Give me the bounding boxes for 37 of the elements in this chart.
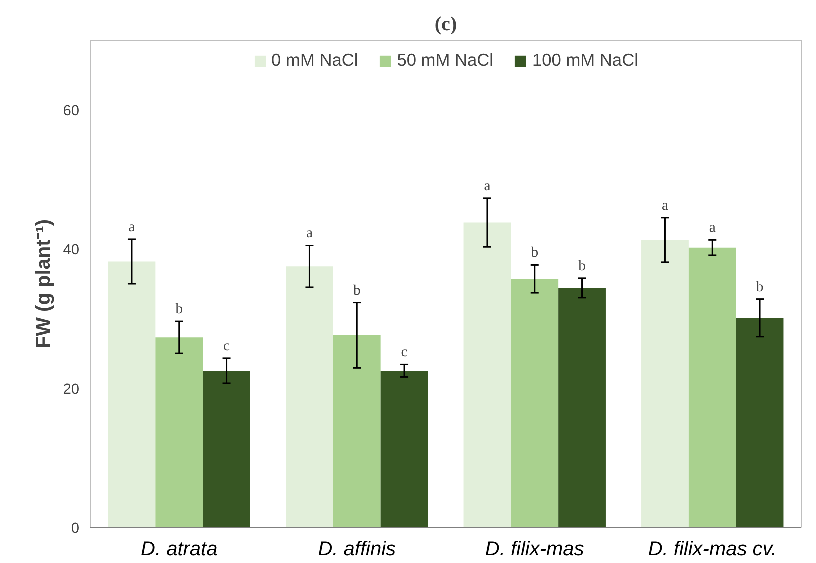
- data-label: c: [401, 344, 408, 361]
- y-axis-title: FW (g plant⁻¹): [33, 219, 56, 349]
- y-tick-label: 20: [63, 382, 80, 398]
- legend-label: 50 mM NaCl: [397, 50, 494, 71]
- data-label: a: [128, 219, 136, 236]
- bar: [286, 266, 334, 528]
- legend-label: 100 mM NaCl: [532, 50, 638, 71]
- bar: [203, 370, 250, 528]
- data-label: a: [484, 178, 492, 194]
- data-label: b: [176, 302, 184, 318]
- legend-label: 0 mM NaCl: [272, 50, 358, 71]
- y-tick-label: 60: [63, 104, 80, 120]
- y-tick-label: 40: [63, 242, 80, 259]
- data-label: a: [709, 220, 716, 236]
- data-label: b: [756, 279, 764, 296]
- bar: [558, 288, 606, 528]
- bar: [736, 318, 784, 528]
- x-tick-label: D. affinis: [318, 538, 396, 560]
- x-tick-label: D. filix-mas cv.: [648, 538, 777, 560]
- bar: [108, 262, 156, 528]
- data-label: b: [578, 258, 586, 274]
- data-label: b: [531, 245, 539, 262]
- x-tick-label: D. atrata: [141, 538, 218, 560]
- bar: [156, 338, 204, 528]
- chart-title: (c): [434, 14, 458, 36]
- bar: [333, 335, 381, 528]
- data-label: a: [306, 226, 314, 242]
- bar: [511, 279, 559, 528]
- data-label: c: [224, 338, 231, 354]
- y-tick-label: 0: [71, 521, 80, 537]
- bar: [642, 240, 689, 528]
- data-label: b: [353, 282, 361, 299]
- x-tick-label: D. filix-mas: [485, 538, 584, 560]
- bar: [464, 222, 512, 528]
- bar: [380, 370, 428, 528]
- bar: [688, 248, 736, 528]
- data-label: a: [662, 198, 669, 214]
